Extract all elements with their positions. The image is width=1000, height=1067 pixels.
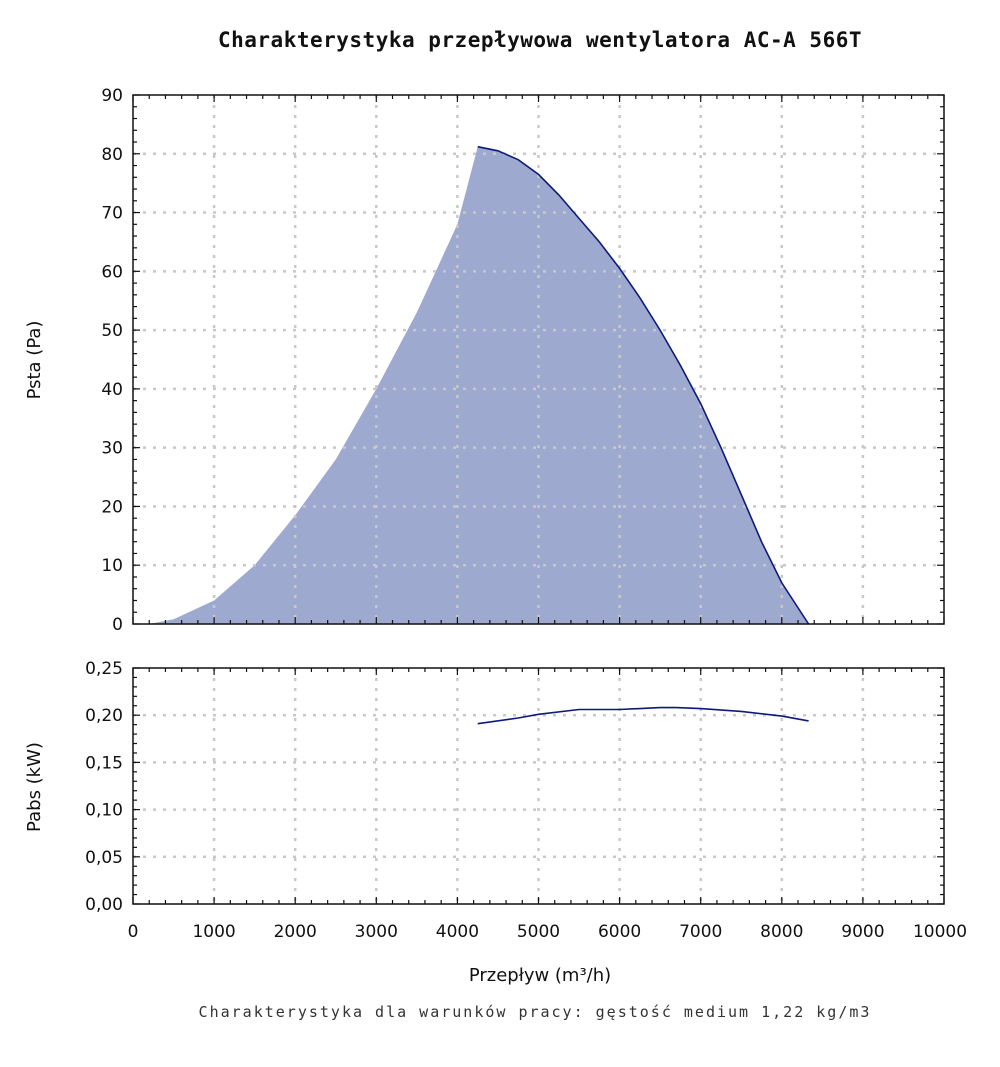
bottom-x-tick-label: 2000: [274, 922, 317, 942]
bottom-y-tick-label: 0,20: [85, 706, 123, 726]
top-y-tick-label: 20: [101, 497, 123, 517]
bottom-y-axis-label: Pabs (kW): [24, 742, 45, 832]
operating-conditions-note: Charakterystyka dla warunków pracy: gęst…: [199, 1003, 872, 1021]
top-area-fill: [149, 146, 809, 624]
top-y-tick-label: 60: [101, 262, 123, 282]
bottom-y-tick-label: 0,10: [85, 801, 123, 821]
bottom-y-tick-label: 0,25: [85, 659, 123, 679]
bottom-x-tick-label: 4000: [436, 922, 479, 942]
bottom-x-tick-label: 5000: [517, 922, 560, 942]
bottom-x-tick-label: 10000: [913, 922, 967, 942]
power-panel: 0,00 0,05 0,10 0,15 0,20 0,25 0 1000 2000 3000 400…: [85, 659, 967, 942]
bottom-x-tick-label: 7000: [679, 922, 722, 942]
bottom-x-tick-label: 0: [128, 922, 139, 942]
top-y-tick-label: 80: [101, 145, 123, 165]
bottom-y-tick-label: 0,00: [85, 895, 123, 915]
bottom-x-tick-label: 6000: [598, 922, 641, 942]
bottom-x-tick-label: 8000: [760, 922, 803, 942]
bottom-y-tick-label: 0,15: [85, 753, 123, 773]
pressure-panel: 0 10 20 30 40 50 60 70 80 90: [101, 86, 945, 635]
top-y-tick-label: 40: [101, 380, 123, 400]
top-series-line: [477, 145, 810, 625]
bottom-x-tick-label: 9000: [841, 922, 884, 942]
top-y-axis-label: Psta (Pa): [24, 321, 45, 400]
top-y-tick-label: 90: [101, 86, 123, 106]
top-y-tick-label: 10: [101, 556, 123, 576]
bottom-y-tick-label: 0,05: [85, 848, 123, 868]
x-axis-label: Przepływ (m³/h): [469, 965, 611, 986]
top-y-tick-label: 30: [101, 439, 123, 459]
bottom-x-tick-label: 3000: [355, 922, 398, 942]
top-y-tick-label: 0: [112, 615, 123, 635]
top-y-tick-label: 50: [101, 321, 123, 341]
bottom-series-line: [477, 706, 809, 725]
chart-title: Charakterystyka przepływowa wentylatora …: [218, 28, 862, 52]
top-y-tick-label: 70: [101, 204, 123, 224]
bottom-x-tick-label: 1000: [192, 922, 235, 942]
